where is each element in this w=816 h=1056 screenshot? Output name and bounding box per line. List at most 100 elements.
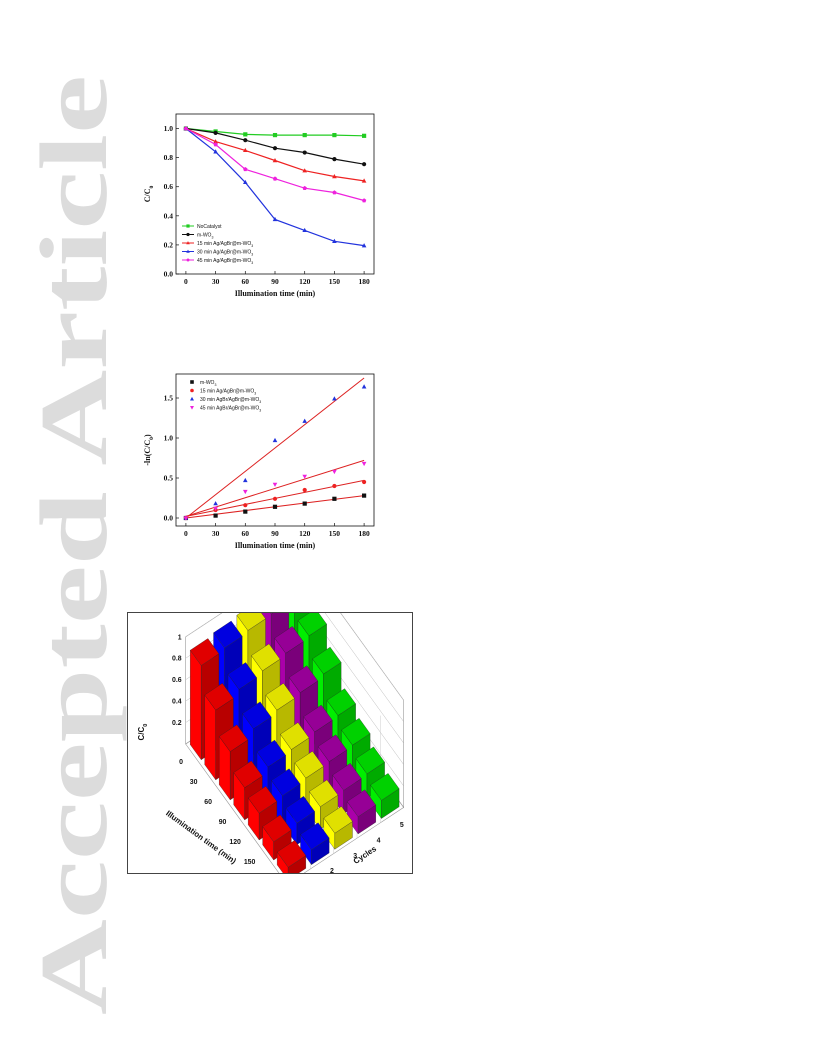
data-point <box>183 516 189 521</box>
bar-top-face <box>303 704 333 733</box>
bar-top-face <box>274 626 304 654</box>
data-point <box>332 132 337 138</box>
series-line <box>185 127 365 202</box>
bar-top-face <box>294 751 324 779</box>
bar-top-face <box>297 613 327 637</box>
time-tick-label: 60 <box>204 799 212 806</box>
x-tick-label: 180 <box>358 277 370 286</box>
data-point <box>361 243 367 248</box>
data-point <box>361 198 367 203</box>
data-point <box>302 168 308 173</box>
data-point <box>243 166 248 172</box>
bar-top-face <box>218 724 249 752</box>
series-4 <box>183 126 367 248</box>
data-point <box>213 513 218 518</box>
y-tick-label: 1.5 <box>164 394 174 403</box>
bar-top-face <box>341 718 371 746</box>
data-point <box>332 238 337 243</box>
data-point <box>242 147 248 153</box>
data-point <box>302 501 307 506</box>
data-point <box>332 496 337 501</box>
data-point <box>361 384 367 389</box>
y-tick-label: 0.2 <box>164 240 174 249</box>
bar-top-face <box>265 683 295 711</box>
x-tick-label: 150 <box>329 529 341 538</box>
bar <box>370 773 400 819</box>
legend-label: 45 min AgBr/AgBr@m-WO3 <box>200 405 261 412</box>
bar <box>346 789 376 835</box>
bar-top-face <box>312 646 342 675</box>
data-point <box>332 174 337 179</box>
data-point <box>302 418 308 423</box>
legend-label: 30 min AgBr/AgBr@m-WO3 <box>200 397 261 404</box>
x-tick-label: 60 <box>242 529 250 538</box>
chart-cycle-stability-3d: 0.20.40.60.81030609012015018012345Illumi… <box>127 612 413 874</box>
bar-top-face <box>233 760 263 788</box>
data-point <box>213 506 218 511</box>
bar-top-face <box>288 665 319 693</box>
cycle-tick-label: 4 <box>377 837 381 844</box>
data-point <box>272 437 278 443</box>
chart-degradation-curves: 0 30 60 90 120 150 180 0.0 0.2 0.4 0.6 0.8 1.0 Illumi… <box>143 113 375 298</box>
legend-label: 45 min Ag/AgBr@m-WO3 <box>197 258 253 265</box>
bar-top-face <box>227 662 257 690</box>
x-tick-label: 30 <box>212 529 220 538</box>
data-point <box>272 146 278 151</box>
bar-top-face <box>323 806 353 834</box>
legend-marker <box>190 396 194 401</box>
bar-top-face <box>355 746 385 775</box>
data-point <box>213 501 218 506</box>
data-point <box>272 216 278 222</box>
bar-top-face <box>256 739 286 768</box>
data-point <box>302 487 307 493</box>
y-tick-label: 1.0 <box>164 434 174 443</box>
x-tick-label: 150 <box>329 277 341 286</box>
cycle-tick-label: 2 <box>330 868 334 874</box>
legend-label: m-WO3 <box>197 232 213 239</box>
y-axis-label: C/C0 <box>137 724 149 741</box>
data-point <box>243 503 248 508</box>
data-point <box>302 132 307 138</box>
data-point <box>362 479 367 485</box>
time-tick-label: 90 <box>219 819 227 826</box>
series-2 <box>183 126 367 167</box>
data-point <box>302 474 308 479</box>
legend-marker <box>186 224 190 228</box>
bar-top-face <box>271 768 301 796</box>
x-tick-label: 120 <box>299 529 311 538</box>
bar <box>300 822 330 866</box>
z-tick-label: 0.2 <box>172 720 182 727</box>
bar-top-face <box>317 734 348 762</box>
data-point <box>243 509 248 514</box>
data-point <box>243 132 248 137</box>
data-point <box>332 396 337 401</box>
bar-top-face <box>300 822 330 850</box>
legend-label: 15 min Ag/AgBr@m-WO3 <box>200 388 256 395</box>
data-point <box>332 483 337 489</box>
bar-top-face <box>332 763 362 791</box>
time-tick-label: 0 <box>179 759 183 766</box>
y-tick-label: 0.5 <box>164 474 174 483</box>
series-5 <box>183 126 367 203</box>
y-tick-label: 0.8 <box>164 153 174 162</box>
data-point <box>272 158 278 163</box>
legend-marker <box>186 241 190 245</box>
data-point <box>362 493 367 498</box>
data-point <box>361 461 367 467</box>
x-axis-label: Illumination time (min) <box>235 541 316 550</box>
y-axis-label: -ln(C/C0) <box>143 434 155 466</box>
data-point <box>332 156 337 162</box>
accepted-article-watermark: Accepted Article <box>20 75 127 1015</box>
cycle-tick-label: 3 <box>353 853 357 860</box>
data-point <box>183 126 189 131</box>
z-tick-label: 0.6 <box>172 677 182 684</box>
time-tick-label: 120 <box>229 839 241 846</box>
y-axis-label: C/C0 <box>143 186 155 203</box>
fit-line <box>185 377 365 519</box>
x-tick-label: 60 <box>242 277 250 286</box>
bar-top-face <box>326 688 356 716</box>
bar-top-face <box>285 796 315 824</box>
bar-front-face <box>190 649 202 761</box>
x-axis-label: Illumination time (min) <box>164 809 238 866</box>
